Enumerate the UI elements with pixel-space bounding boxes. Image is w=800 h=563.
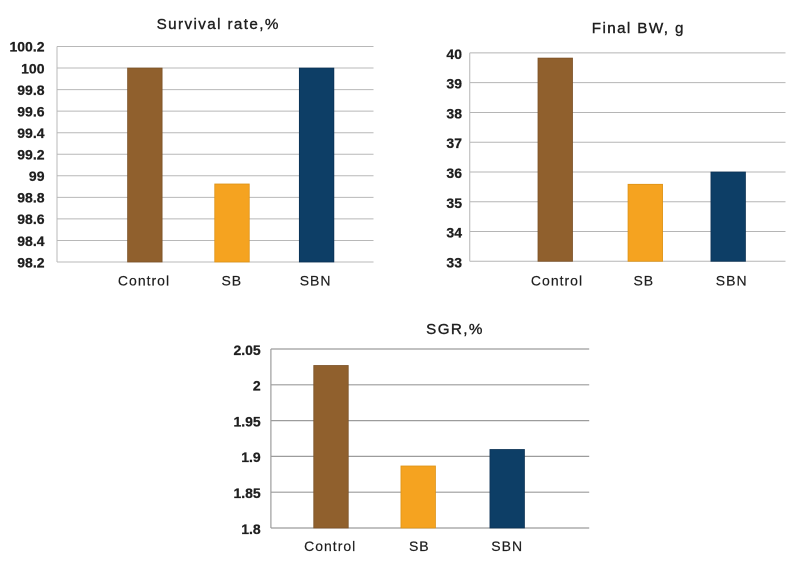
svg-text:SBN: SBN	[716, 273, 748, 289]
svg-text:2.05: 2.05	[233, 342, 260, 358]
svg-text:99.4: 99.4	[17, 125, 44, 141]
svg-text:98.8: 98.8	[17, 190, 44, 206]
svg-text:SB: SB	[633, 273, 654, 289]
svg-text:35: 35	[446, 195, 462, 211]
svg-text:Control: Control	[531, 273, 583, 289]
svg-text:37: 37	[446, 135, 462, 151]
svg-text:100.2: 100.2	[9, 39, 44, 55]
svg-text:98.2: 98.2	[17, 254, 44, 270]
svg-text:98.4: 98.4	[17, 233, 44, 249]
svg-text:SGR,%: SGR,%	[426, 321, 484, 338]
svg-text:SB: SB	[409, 538, 430, 554]
svg-text:1.95: 1.95	[233, 413, 260, 429]
svg-text:100: 100	[21, 60, 45, 76]
svg-text:34: 34	[446, 225, 462, 241]
svg-text:Final BW, g: Final BW, g	[592, 20, 685, 37]
svg-text:38: 38	[446, 105, 462, 121]
svg-text:2: 2	[253, 378, 261, 394]
svg-text:Survival rate,%: Survival rate,%	[157, 16, 280, 33]
svg-text:SBN: SBN	[300, 273, 332, 289]
svg-text:99: 99	[29, 168, 45, 184]
svg-text:SB: SB	[221, 273, 242, 289]
svg-text:39: 39	[446, 76, 462, 92]
svg-text:36: 36	[446, 165, 462, 181]
svg-text:Control: Control	[304, 538, 356, 554]
svg-text:Control: Control	[118, 273, 170, 289]
svg-text:40: 40	[446, 46, 462, 62]
svg-text:SBN: SBN	[491, 538, 523, 554]
svg-text:33: 33	[446, 254, 462, 270]
svg-text:1.85: 1.85	[233, 485, 260, 501]
svg-text:99.8: 99.8	[17, 82, 44, 98]
svg-text:99.6: 99.6	[17, 103, 44, 119]
svg-text:1.8: 1.8	[241, 521, 261, 537]
svg-text:98.6: 98.6	[17, 211, 44, 227]
svg-text:1.9: 1.9	[241, 449, 261, 465]
svg-text:99.2: 99.2	[17, 147, 44, 163]
